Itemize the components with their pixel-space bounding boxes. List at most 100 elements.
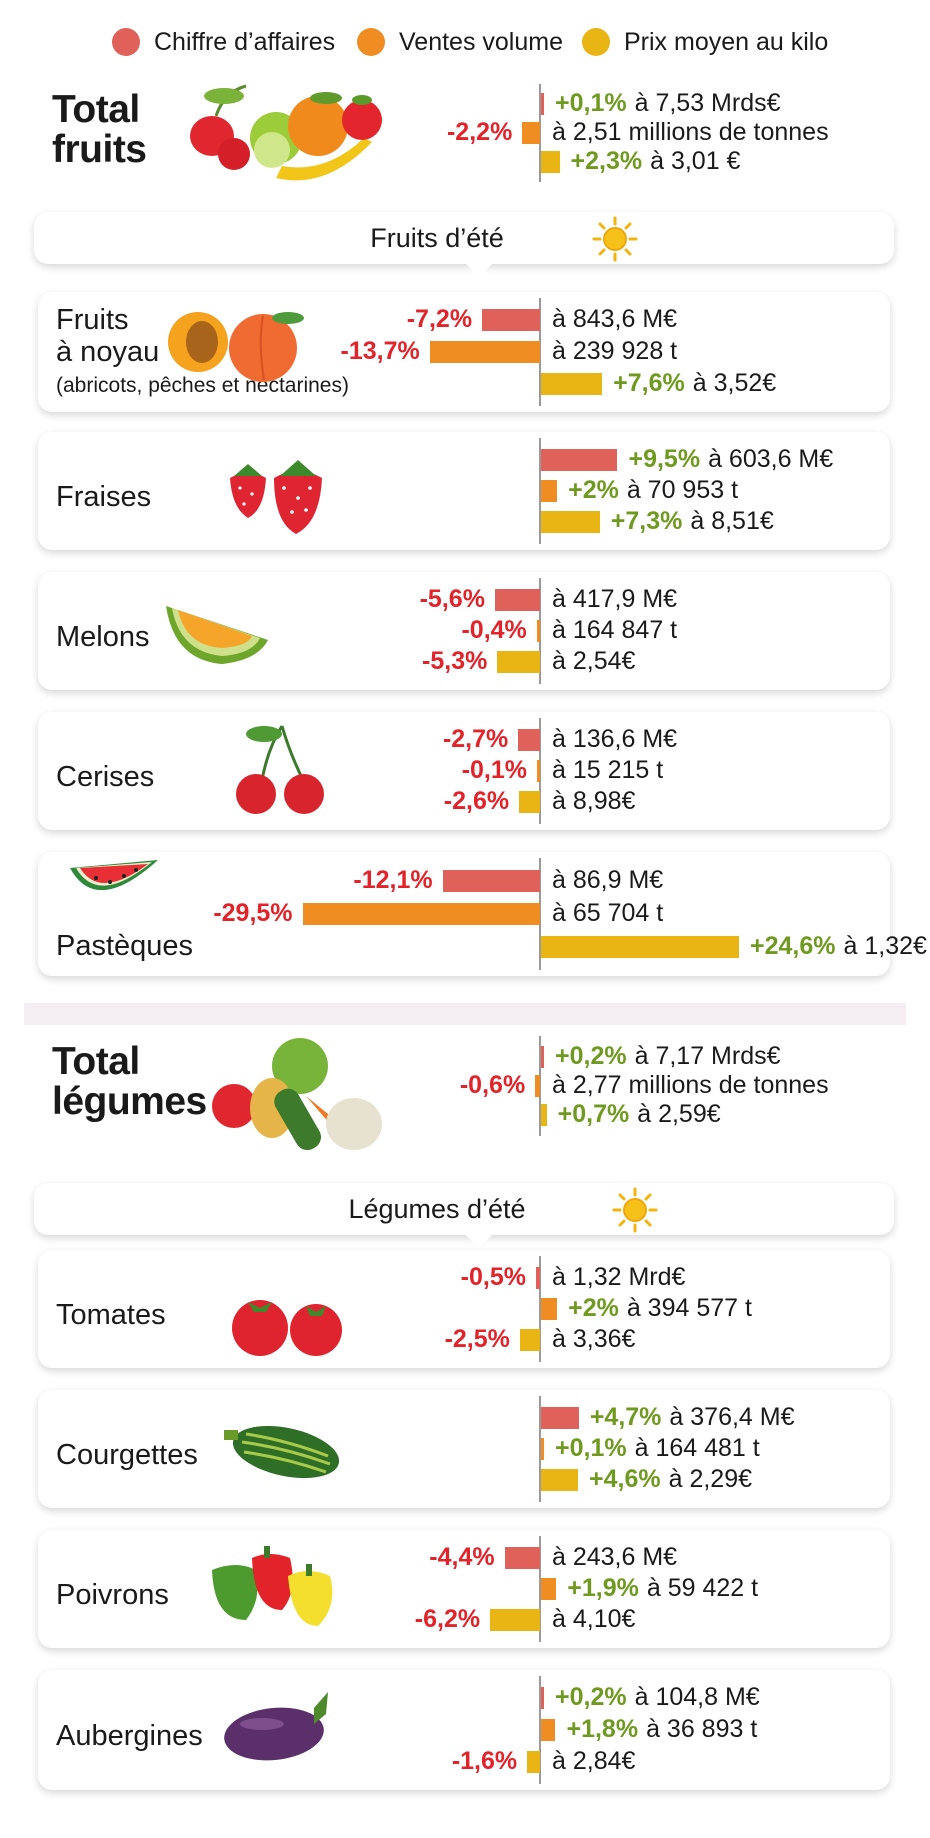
- bar-percent: -2,2%: [446, 118, 513, 146]
- legend-item-volume: Ventes volume: [357, 22, 563, 62]
- bar-value: à 3,52€: [692, 369, 777, 397]
- fruits-basket-icon: [176, 80, 386, 190]
- bar-volume: [522, 122, 540, 144]
- bar-value: à 8,98€: [552, 787, 636, 816]
- bar-value: à 70 953 t: [626, 476, 739, 504]
- bar-ca: [442, 869, 540, 892]
- strawberry-icon: [230, 460, 322, 534]
- bar-percent: +0,2%: [555, 1683, 627, 1711]
- bar-volume: [429, 341, 540, 363]
- bar-percent: -12,1%: [353, 865, 433, 894]
- bar-volume: [536, 620, 540, 642]
- banner-pointer: [465, 263, 493, 277]
- zero-axis: [539, 578, 541, 684]
- bar-prix: [497, 651, 540, 674]
- bar-value: à 2,59€: [637, 1100, 721, 1129]
- bar-value: à 8,51€: [690, 507, 774, 536]
- zero-axis: [539, 718, 541, 824]
- legend: Chiffre d’affaires Ventes volume Prix mo…: [0, 22, 930, 62]
- bar-value: à 65 704 t: [552, 899, 664, 927]
- row-title: Fruits à noyau: [56, 304, 160, 368]
- bar-value: à 603,6 M€: [708, 444, 834, 473]
- bar-value: à 4,10€: [552, 1605, 636, 1634]
- cherry-icon: [228, 718, 328, 823]
- bar-percent: -5,6%: [419, 584, 485, 613]
- row-title: Fraises: [56, 481, 152, 513]
- section-title-fruits: Fruits d’été: [370, 223, 504, 253]
- bar-value: à 376,4 M€: [669, 1402, 795, 1431]
- fruits-basket-icon: [190, 84, 382, 181]
- bar-value: à 843,6 M€: [552, 305, 678, 333]
- bar-percent: -0,4%: [461, 616, 527, 644]
- bar-percent: +4,6%: [589, 1465, 661, 1494]
- zero-axis: [539, 1036, 541, 1136]
- bar-ca: [535, 1266, 540, 1289]
- pepper-icon: [206, 1540, 346, 1635]
- bar-value: à 36 893 t: [646, 1715, 758, 1743]
- bar-percent: +9,5%: [628, 444, 701, 473]
- bar-percent: -6,2%: [414, 1605, 481, 1634]
- strawberry-icon: [224, 448, 334, 543]
- bar-ca: [541, 1687, 544, 1709]
- zero-axis: [539, 438, 541, 544]
- bar-percent: +2%: [568, 476, 619, 504]
- bar-percent: -5,3%: [422, 647, 488, 676]
- bar-prix: [541, 511, 600, 534]
- bar-percent: +0,2%: [555, 1041, 627, 1070]
- melon-icon: [166, 606, 268, 664]
- row-title: Total fruits: [52, 88, 147, 171]
- eggplant-icon: [222, 1688, 332, 1773]
- bar-ca: [504, 1546, 540, 1569]
- bar-prix: [541, 150, 560, 173]
- bar-percent: +2,3%: [570, 146, 643, 175]
- item-card: [38, 1670, 890, 1790]
- bar-percent: +7,6%: [613, 369, 685, 397]
- bar-value: à 59 422 t: [646, 1574, 759, 1602]
- bar-prix: [541, 1469, 579, 1492]
- bar-percent: +2%: [568, 1294, 619, 1322]
- legend-item-ca: Chiffre d’affaires: [112, 22, 335, 62]
- bar-percent: -4,4%: [429, 1542, 495, 1571]
- bar-percent: -29,5%: [213, 899, 293, 927]
- apricot-peach-icon: [168, 304, 308, 389]
- bar-prix: [519, 1329, 540, 1352]
- zero-axis: [539, 84, 541, 182]
- zero-axis: [539, 1536, 541, 1642]
- zero-axis: [539, 1676, 541, 1784]
- apricot-peach-icon: [168, 312, 304, 382]
- bar-volume: [541, 480, 558, 502]
- vegetables-basket-icon: [208, 1036, 388, 1161]
- bar-ca: [541, 448, 618, 471]
- bar-percent: +0,1%: [555, 1434, 627, 1462]
- bar-value: à 2,54€: [552, 647, 636, 676]
- bar-ca: [541, 1406, 579, 1429]
- bar-volume: [537, 760, 540, 782]
- row-title: Total légumes: [52, 1040, 207, 1123]
- zero-axis: [539, 298, 541, 406]
- bar-value: à 2,77 millions de tonnes: [552, 1071, 829, 1099]
- bar-value: à 3,01 €: [650, 146, 741, 175]
- bar-value: à 104,8 M€: [634, 1683, 760, 1711]
- item-card: [38, 1390, 890, 1508]
- eggplant-icon: [224, 1692, 328, 1761]
- row-title: Aubergines: [56, 1720, 203, 1752]
- bar-value: à 417,9 M€: [552, 584, 678, 613]
- bar-percent: +0,7%: [557, 1100, 630, 1129]
- bar-percent: -2,6%: [443, 787, 510, 816]
- row-title: Tomates: [56, 1299, 166, 1331]
- section-banner-legumes: Légumes d’été: [34, 1183, 894, 1235]
- bar-volume: [541, 1719, 556, 1741]
- bar-volume: [541, 1578, 557, 1600]
- pepper-icon: [212, 1546, 333, 1626]
- bar-value: à 1,32€: [843, 932, 927, 961]
- sun-icon: [612, 1187, 658, 1233]
- legend-swatch: [112, 28, 140, 56]
- tomato-icon: [228, 1290, 348, 1365]
- bar-percent: +24,6%: [750, 932, 836, 961]
- sun-icon: [592, 216, 638, 262]
- section-title-legumes: Légumes d’été: [348, 1194, 526, 1224]
- bar-value: à 243,6 M€: [552, 1542, 678, 1571]
- bar-value: à 2,29€: [668, 1465, 753, 1494]
- bar-volume: [541, 1438, 544, 1460]
- bar-value: à 239 928 t: [552, 337, 678, 365]
